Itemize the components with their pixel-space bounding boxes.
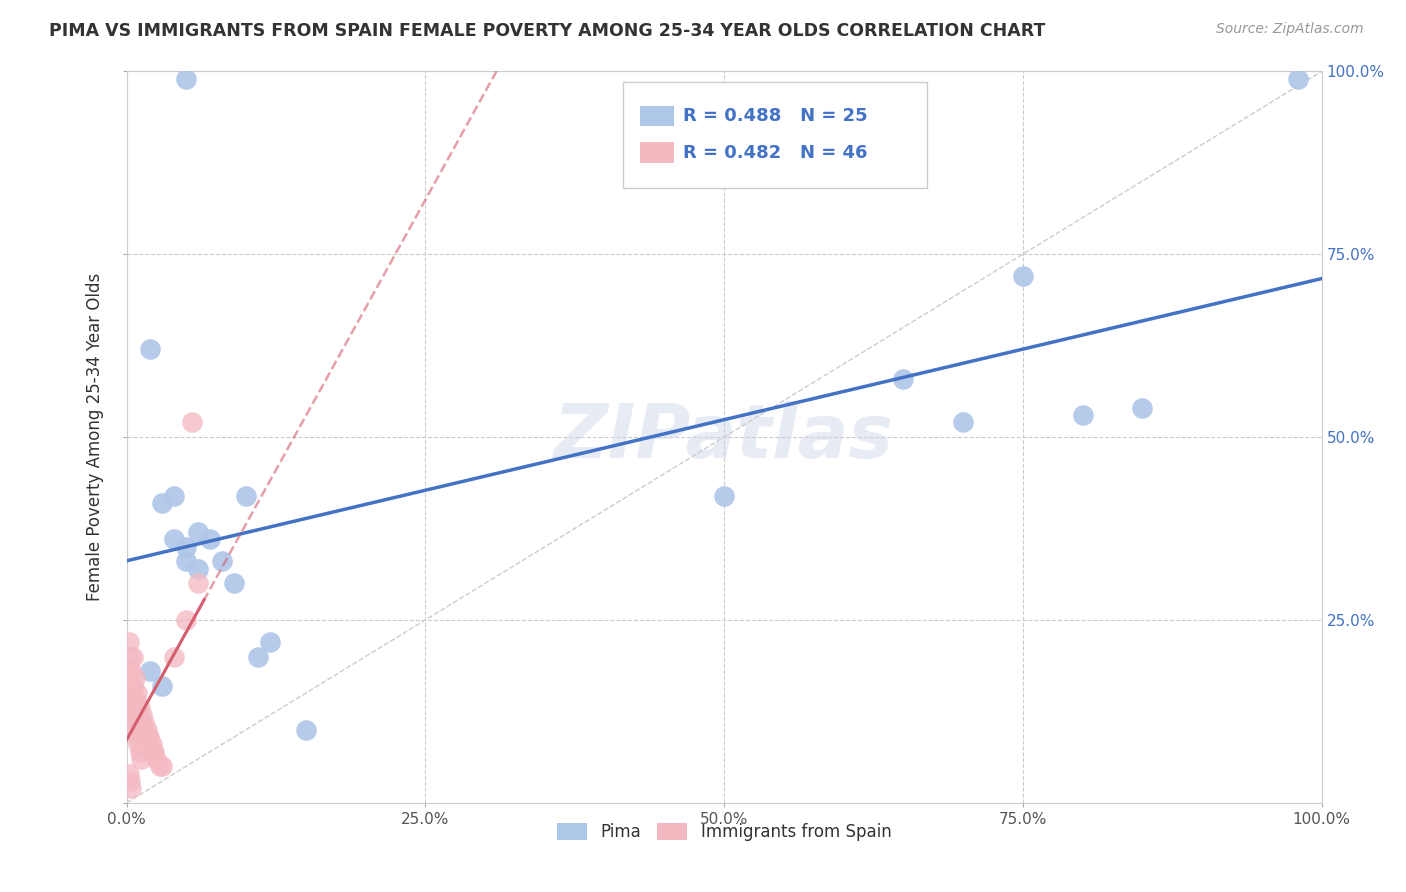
Point [139,664,162,678]
Text: R = 0.488   N = 25: R = 0.488 N = 25 [683,107,868,125]
Point [174,613,197,627]
Point [128,700,150,714]
Point [187,576,209,591]
Point [124,715,146,730]
Point [1071,408,1094,422]
Bar [640,143,673,163]
Point [181,416,204,430]
Point [200,533,222,547]
Point [247,649,270,664]
Point [127,737,149,751]
Point [138,730,160,744]
Point [142,745,165,759]
Point [134,715,156,730]
Point [1130,401,1153,415]
Point [149,759,172,773]
Point [891,371,914,385]
Point [187,562,209,576]
FancyBboxPatch shape [623,82,927,188]
Legend: Pima, Immigrants from Spain: Pima, Immigrants from Spain [548,814,900,849]
Point [141,737,163,751]
Point [1011,269,1033,284]
Point [120,649,142,664]
Point [174,554,197,568]
Point [124,700,146,714]
Point [139,737,162,751]
Point [713,489,735,503]
Bar [640,106,673,127]
Text: R = 0.482   N = 46: R = 0.482 N = 46 [683,144,868,161]
Point [127,730,149,744]
Point [120,773,142,788]
Point [129,715,152,730]
Point [131,708,153,723]
Point [174,540,197,554]
Point [145,752,167,766]
Point [294,723,316,737]
Point [129,752,152,766]
Point [134,723,156,737]
Point [122,700,145,714]
Point [120,679,142,693]
Point [136,730,159,744]
Point [135,723,157,737]
Point [211,554,233,568]
Point [222,576,246,591]
Point [952,416,974,430]
Point [143,745,166,759]
Point [121,649,143,664]
Point [139,343,162,357]
Point [150,679,174,693]
Point [127,686,149,700]
Point [127,723,149,737]
Point [1286,71,1309,86]
Point [122,693,145,707]
Point [127,715,149,730]
Text: PIMA VS IMMIGRANTS FROM SPAIN FEMALE POVERTY AMONG 25-34 YEAR OLDS CORRELATION C: PIMA VS IMMIGRANTS FROM SPAIN FEMALE POV… [49,22,1046,40]
Point [163,533,186,547]
Point [128,745,150,759]
Text: ZIPatlas: ZIPatlas [554,401,894,474]
Point [125,708,148,723]
Point [259,635,281,649]
Point [120,664,142,678]
Point [124,672,146,686]
Point [121,679,143,693]
Point [118,766,141,780]
Point [174,71,197,86]
Point [127,708,149,723]
Point [120,664,142,678]
Y-axis label: Female Poverty Among 25-34 Year Olds: Female Poverty Among 25-34 Year Olds [86,273,104,601]
Point [118,635,141,649]
Point [121,693,143,707]
Point [235,489,257,503]
Point [163,489,186,503]
Text: Source: ZipAtlas.com: Source: ZipAtlas.com [1216,22,1364,37]
Point [120,781,142,796]
Point [150,496,174,510]
Point [125,723,148,737]
Point [163,649,186,664]
Point [150,759,174,773]
Point [125,693,148,707]
Point [187,525,209,540]
